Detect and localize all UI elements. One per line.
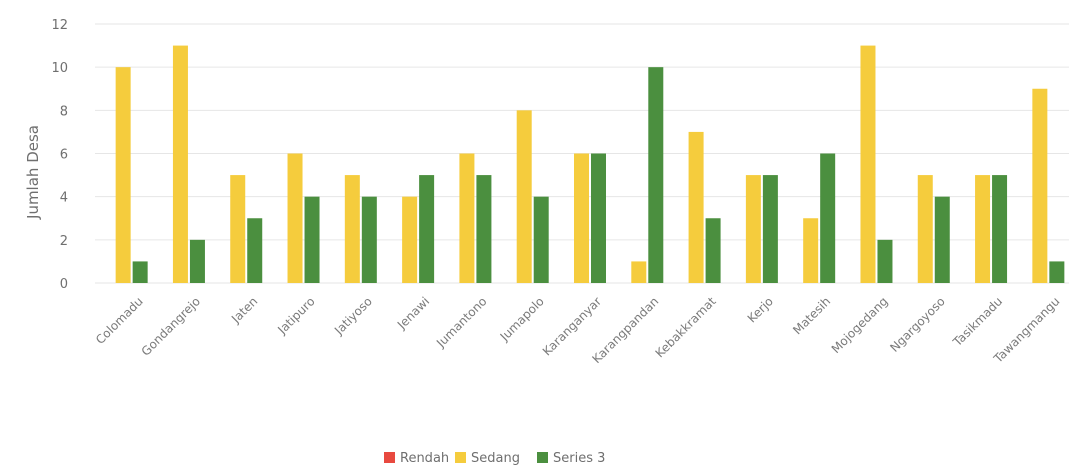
- bar-sedang: [803, 218, 819, 283]
- legend-swatch: [455, 452, 466, 463]
- legend-label: Rendah: [400, 451, 449, 466]
- legend-label: Sedang: [471, 451, 520, 466]
- bars: [115, 45, 1065, 284]
- bar-sedang: [975, 175, 991, 283]
- bar-sedang: [917, 175, 933, 283]
- y-axis-ticks: 0 2 4 6 8 10 12: [51, 18, 68, 292]
- x-tick-label: Kebakkramat: [653, 294, 719, 360]
- bar-sedang: [287, 153, 303, 283]
- x-tick-label: Tasikmadu: [950, 294, 1006, 350]
- x-tick-label: Jenawi: [394, 294, 432, 332]
- legend[interactable]: Rendah Sedang Series 3: [384, 451, 605, 466]
- y-axis-title: Jumlah Desa: [24, 125, 42, 220]
- y-tick-label: 2: [60, 234, 68, 249]
- x-tick-label: Kerjo: [745, 294, 776, 325]
- bar-sedang: [860, 45, 876, 284]
- bar-series-3: [934, 196, 950, 283]
- legend-item-series-3[interactable]: Series 3: [537, 451, 605, 466]
- x-tick-label: Ngargoyoso: [887, 294, 948, 355]
- legend-item-rendah[interactable]: Rendah: [384, 451, 449, 466]
- y-tick-label: 10: [51, 61, 68, 76]
- bar-series-3: [705, 218, 721, 283]
- y-tick-label: 4: [60, 191, 68, 206]
- bar-series-3: [189, 239, 205, 283]
- bar-sedang: [459, 153, 475, 283]
- bar-series-3: [762, 175, 778, 283]
- bar-sedang: [688, 131, 704, 283]
- bar-series-3: [1049, 261, 1065, 283]
- bar-sedang: [230, 175, 246, 283]
- x-tick-label: Jatiyoso: [331, 294, 375, 338]
- y-tick-label: 12: [51, 18, 68, 33]
- bar-series-3: [361, 196, 377, 283]
- bar-sedang: [516, 110, 532, 283]
- y-tick-label: 0: [60, 277, 68, 292]
- bar-series-3: [304, 196, 320, 283]
- bar-sedang: [402, 196, 418, 283]
- legend-swatch: [384, 452, 395, 463]
- bar-sedang: [344, 175, 360, 283]
- x-tick-label: Jaten: [228, 294, 260, 326]
- x-tick-label: Colomadu: [93, 294, 146, 347]
- x-tick-label: Karanganyar: [540, 294, 604, 358]
- bar-sedang: [631, 261, 647, 283]
- x-tick-label: Jumapolo: [497, 294, 547, 344]
- bar-sedang: [115, 67, 131, 284]
- bar-series-3: [419, 175, 435, 283]
- bar-series-3: [591, 153, 606, 283]
- bar-sedang: [1032, 88, 1048, 283]
- bar-sedang: [745, 175, 761, 283]
- bar-series-3: [820, 153, 836, 283]
- x-tick-label: Gondangrejo: [139, 294, 203, 358]
- y-tick-label: 6: [60, 148, 68, 163]
- bar-sedang: [172, 45, 188, 284]
- legend-label: Series 3: [553, 451, 605, 466]
- bar-series-3: [476, 175, 492, 283]
- bar-sedang: [574, 153, 589, 283]
- y-tick-label: 8: [60, 104, 68, 119]
- bar-series-3: [648, 67, 664, 284]
- bar-series-3: [132, 261, 148, 283]
- x-tick-label: Matesih: [790, 294, 833, 337]
- legend-item-sedang[interactable]: Sedang: [455, 451, 520, 466]
- x-tick-label: Jatipuro: [274, 294, 317, 337]
- x-tick-label: Jumantono: [433, 294, 489, 350]
- legend-swatch: [537, 452, 548, 463]
- x-tick-label: Mojogedang: [829, 294, 891, 356]
- bar-series-3: [533, 196, 549, 283]
- bar-series-3: [247, 218, 263, 283]
- bar-series-3: [877, 239, 893, 283]
- bar-series-3: [992, 175, 1008, 283]
